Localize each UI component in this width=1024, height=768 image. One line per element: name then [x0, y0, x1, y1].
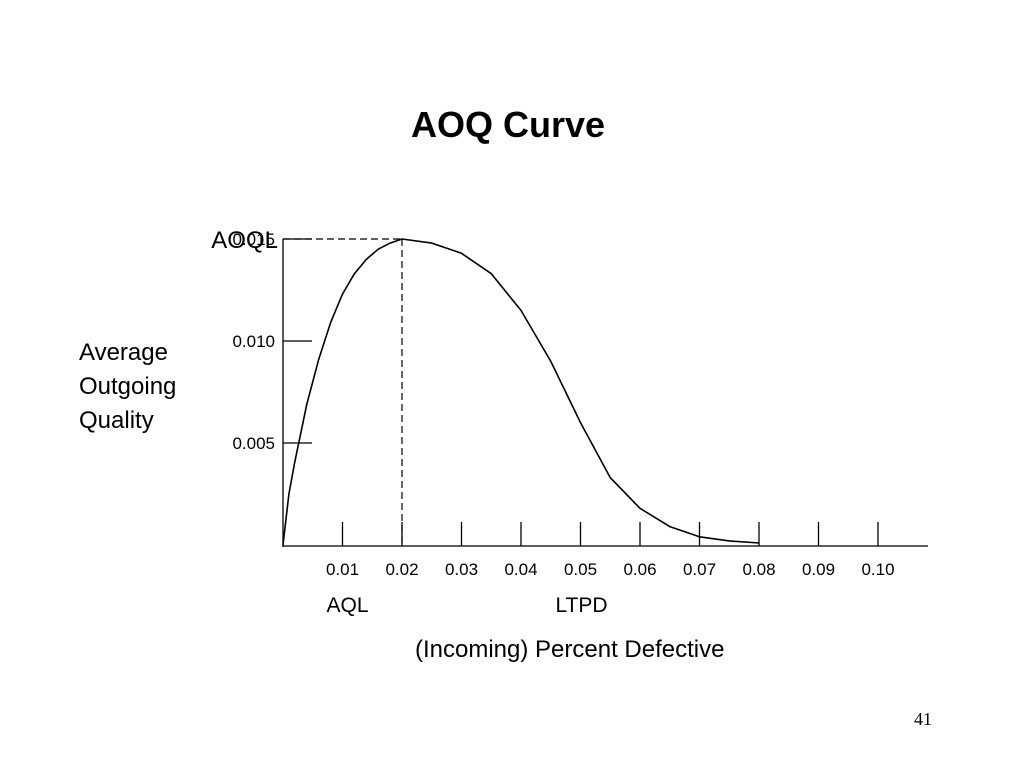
- y-axis-label-line: Quality: [79, 407, 154, 434]
- x-tick-label: 0.10: [861, 560, 894, 579]
- x-tick-label: 0.04: [504, 560, 537, 579]
- x-tick-label: 0.02: [385, 560, 418, 579]
- x-tick-label: 0.03: [445, 560, 478, 579]
- x-tick-label: 0.08: [742, 560, 775, 579]
- x-tick-label: 0.06: [623, 560, 656, 579]
- curve: [282, 238, 760, 546]
- x-tick-label: 0.05: [564, 560, 597, 579]
- aoql-label: AOQL: [211, 227, 278, 254]
- ltpd-label: LTPD: [555, 594, 607, 617]
- y-axis-label: Average Outgoing Quality: [79, 336, 176, 438]
- y-tick-label: 0.005: [232, 434, 275, 453]
- annotations: AOQL AQL LTPD: [211, 227, 607, 617]
- y-axis-label-line: Average: [79, 339, 168, 366]
- y-tick-label: 0.015: [232, 230, 275, 249]
- axes: [282, 239, 928, 547]
- slide-title: AOQ Curve: [410, 104, 606, 145]
- y-tick-label: 0.010: [232, 332, 275, 351]
- x-tick-label: 0.09: [802, 560, 835, 579]
- aoq-curve-line: [282, 238, 760, 546]
- y-axis-label-line: Outgoing: [79, 373, 177, 400]
- x-axis-label: (Incoming) Percent Defective: [415, 636, 725, 663]
- aql-label: AQL: [326, 594, 368, 617]
- x-tick-label: 0.01: [326, 560, 359, 579]
- page-number: 41: [914, 709, 932, 729]
- ticks: 0.005 0.010 0.015 0.01 0.02 0.03 0.04 0.05 0.06 0…: [232, 230, 894, 579]
- x-tick-label: 0.07: [683, 560, 716, 579]
